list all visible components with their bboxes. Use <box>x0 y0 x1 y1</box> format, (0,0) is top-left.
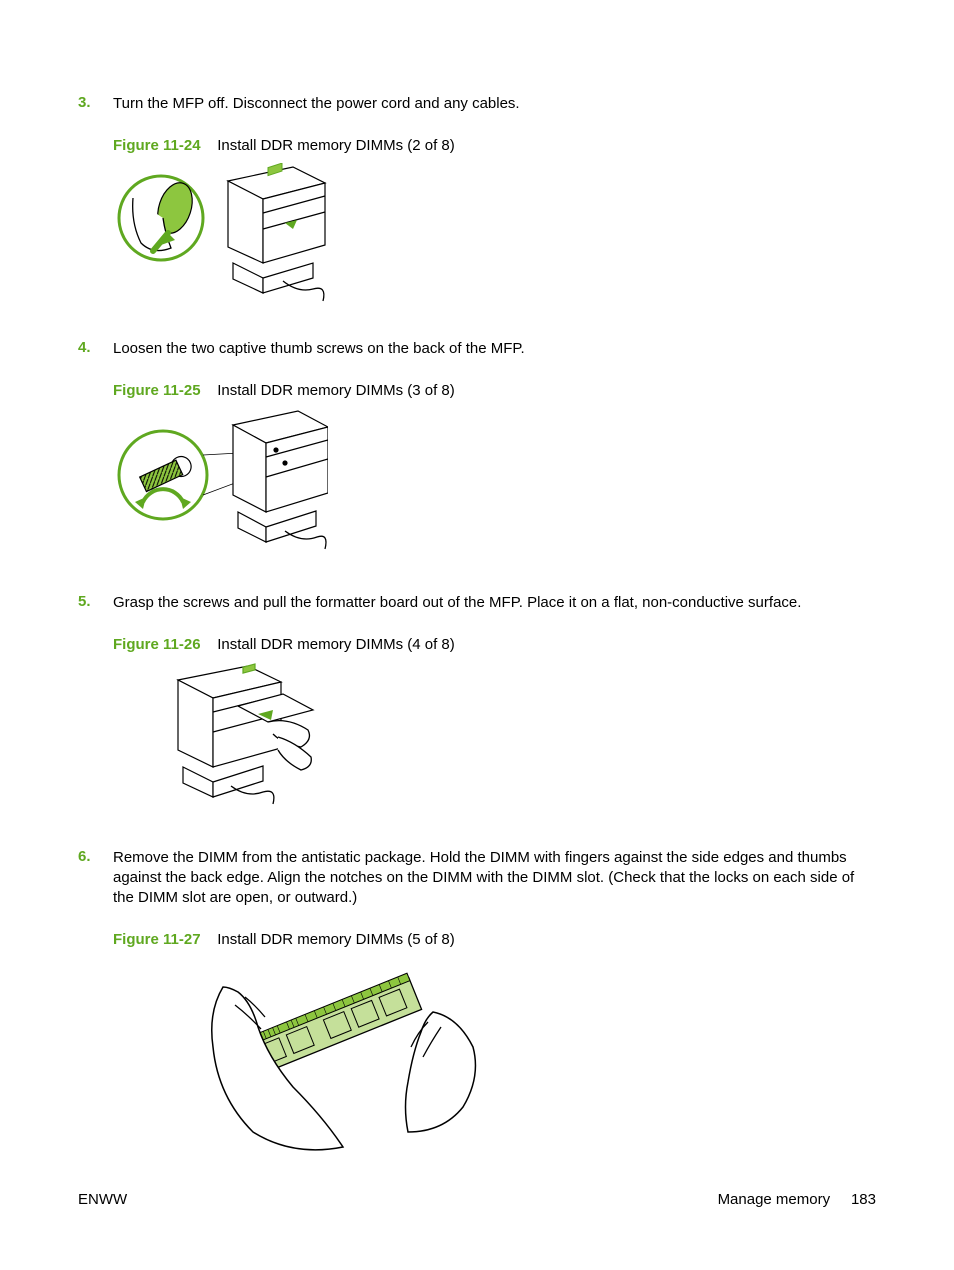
figure-label: Figure 11-27 <box>113 931 201 948</box>
figure-11-25-illustration <box>113 407 876 557</box>
figure-caption-text: Install DDR memory DIMMs (3 of 8) <box>217 382 455 399</box>
footer-section: Manage memory <box>718 1191 831 1208</box>
figure-caption-sep <box>205 636 213 653</box>
figure-11-24-illustration <box>113 163 876 303</box>
footer-sep <box>834 1191 847 1208</box>
step-6: 6. Remove the DIMM from the antistatic p… <box>78 848 876 1181</box>
step-number: 3. <box>78 94 113 327</box>
step-body: Remove the DIMM from the antistatic pack… <box>113 848 876 1181</box>
step-number: 4. <box>78 339 113 582</box>
step-number: 6. <box>78 848 113 1181</box>
step-body: Loosen the two captive thumb screws on t… <box>113 339 876 582</box>
figure-caption-sep <box>205 137 213 154</box>
step-text: Turn the MFP off. Disconnect the power c… <box>113 94 876 114</box>
figure-caption: Figure 11-25 Install DDR memory DIMMs (3… <box>113 381 876 401</box>
figure-caption: Figure 11-26 Install DDR memory DIMMs (4… <box>113 635 876 655</box>
figure-label: Figure 11-25 <box>113 382 201 399</box>
step-text: Loosen the two captive thumb screws on t… <box>113 339 876 359</box>
figure-caption: Figure 11-24 Install DDR memory DIMMs (2… <box>113 136 876 156</box>
figure-caption-sep <box>205 382 213 399</box>
figure-label: Figure 11-24 <box>113 137 201 154</box>
figure-11-27-illustration <box>113 957 876 1157</box>
step-number: 5. <box>78 593 113 836</box>
footer-page: 183 <box>851 1191 876 1208</box>
step-5: 5. Grasp the screws and pull the formatt… <box>78 593 876 836</box>
figure-caption-sep <box>205 931 213 948</box>
figure-label: Figure 11-26 <box>113 636 201 653</box>
step-text: Grasp the screws and pull the formatter … <box>113 593 876 613</box>
page-footer: ENWW Manage memory 183 <box>78 1191 876 1208</box>
figure-caption-text: Install DDR memory DIMMs (4 of 8) <box>217 636 455 653</box>
figure-11-26-illustration <box>113 662 876 812</box>
step-text: Remove the DIMM from the antistatic pack… <box>113 848 876 909</box>
page-content: 3. Turn the MFP off. Disconnect the powe… <box>0 0 954 1233</box>
footer-left: ENWW <box>78 1191 127 1208</box>
step-body: Turn the MFP off. Disconnect the power c… <box>113 94 876 327</box>
figure-caption-text: Install DDR memory DIMMs (2 of 8) <box>217 137 455 154</box>
figure-caption-text: Install DDR memory DIMMs (5 of 8) <box>217 931 455 948</box>
step-4: 4. Loosen the two captive thumb screws o… <box>78 339 876 582</box>
step-3: 3. Turn the MFP off. Disconnect the powe… <box>78 94 876 327</box>
step-body: Grasp the screws and pull the formatter … <box>113 593 876 836</box>
footer-right: Manage memory 183 <box>718 1191 876 1208</box>
figure-caption: Figure 11-27 Install DDR memory DIMMs (5… <box>113 930 876 950</box>
